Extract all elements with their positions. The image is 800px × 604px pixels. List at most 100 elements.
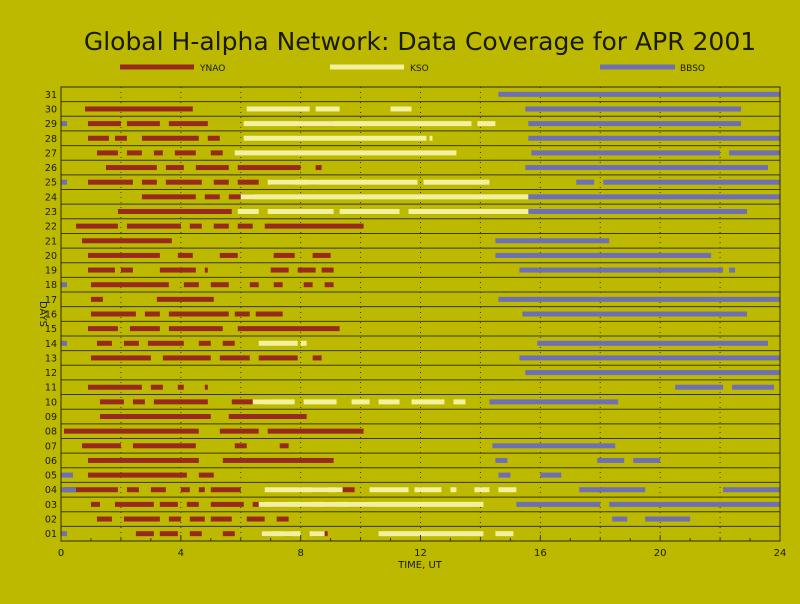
coverage-bar-kso — [390, 106, 412, 112]
coverage-bar-ynao — [210, 150, 223, 156]
coverage-bar-ynao — [168, 516, 181, 522]
coverage-bar-ynao — [150, 384, 163, 390]
coverage-bar-ynao — [237, 326, 340, 332]
coverage-bar-ynao — [270, 267, 289, 273]
coverage-bar-ynao — [141, 179, 157, 185]
coverage-bar-ynao — [87, 267, 115, 273]
coverage-bar-ynao — [159, 267, 196, 273]
coverage-bar-ynao — [147, 340, 184, 346]
legend: YNAO KSO BBSO — [120, 64, 705, 74]
y-tick-label: 28 — [45, 134, 57, 145]
coverage-bar-ynao — [195, 165, 229, 171]
coverage-bar-ynao — [75, 223, 118, 229]
y-tick-label: 13 — [45, 353, 57, 364]
y-tick-label: 07 — [45, 441, 57, 452]
x-axis-ticks: 0 4 8 12 16 20 24 — [58, 535, 786, 559]
coverage-bar-bbso — [609, 501, 780, 507]
coverage-bar-bbso — [495, 252, 712, 258]
coverage-bar-ynao — [90, 296, 103, 302]
x-tick-label: 0 — [58, 548, 64, 559]
coverage-bar-ynao — [141, 135, 199, 141]
coverage-bar-ynao — [207, 135, 220, 141]
y-tick-label: 25 — [45, 178, 57, 189]
y-tick-label: 09 — [45, 412, 57, 423]
coverage-bar-kso — [378, 399, 400, 405]
coverage-bar-ynao — [81, 238, 172, 244]
coverage-bar-kso — [429, 135, 433, 141]
coverage-bar-kso — [264, 487, 343, 493]
coverage-bar-bbso — [579, 487, 646, 493]
coverage-bar-kso — [309, 531, 325, 537]
coverage-bar-ynao — [303, 282, 313, 288]
coverage-bar-ynao — [237, 179, 259, 185]
coverage-bar-ynao — [87, 252, 160, 258]
y-tick-label: 01 — [45, 529, 57, 540]
coverage-bar-ynao — [90, 282, 169, 288]
y-tick-label: 15 — [45, 324, 57, 335]
coverage-bar-bbso — [732, 384, 775, 390]
legend-swatch-ynao — [120, 64, 194, 70]
coverage-bar-ynao — [237, 165, 301, 171]
coverage-bar-ynao — [126, 223, 181, 229]
coverage-bar-ynao — [276, 516, 289, 522]
y-tick-label: 11 — [45, 383, 57, 394]
coverage-bars — [61, 91, 780, 537]
coverage-bar-ynao — [81, 443, 121, 449]
coverage-bar-ynao — [219, 428, 259, 434]
coverage-bar-bbso — [528, 194, 780, 200]
coverage-bar-bbso — [528, 208, 748, 214]
y-tick-label: 27 — [45, 148, 57, 159]
coverage-bar-kso — [234, 150, 457, 156]
coverage-bar-bbso — [519, 355, 780, 361]
coverage-bar-ynao — [90, 501, 100, 507]
coverage-bar-ynao — [87, 384, 142, 390]
coverage-bar-bbso — [597, 457, 625, 463]
coverage-bar-kso — [408, 208, 562, 214]
grid — [61, 86, 780, 542]
coverage-bar-kso — [243, 135, 427, 141]
coverage-bar-kso — [369, 487, 409, 493]
coverage-bar-kso — [474, 487, 490, 493]
coverage-bar-ynao — [312, 355, 322, 361]
coverage-bar-bbso — [495, 238, 610, 244]
coverage-bar-ynao — [198, 340, 211, 346]
y-tick-label: 08 — [45, 427, 57, 438]
y-tick-label: 31 — [45, 90, 57, 101]
coverage-bar-bbso — [540, 472, 562, 478]
y-tick-label: 19 — [45, 266, 57, 277]
x-tick-label: 20 — [654, 548, 667, 559]
coverage-bar-ynao — [105, 165, 157, 171]
coverage-bar-ynao — [177, 252, 193, 258]
x-tick-label: 12 — [414, 548, 427, 559]
coverage-bar-ynao — [135, 531, 154, 537]
coverage-bar-kso — [240, 194, 529, 200]
coverage-bar-ynao — [324, 282, 334, 288]
coverage-bar-kso — [246, 106, 310, 112]
coverage-bar-ynao — [177, 384, 184, 390]
coverage-bar-ynao — [87, 135, 109, 141]
coverage-bar-ynao — [168, 326, 223, 332]
coverage-bar-kso — [450, 487, 457, 493]
y-tick-label: 22 — [45, 222, 57, 233]
coverage-bar-ynao — [87, 179, 133, 185]
coverage-bar-bbso — [498, 296, 780, 302]
coverage-bar-ynao — [210, 516, 232, 522]
coverage-bar-bbso — [612, 516, 628, 522]
coverage-bar-ynao — [87, 457, 199, 463]
coverage-bar-ynao — [213, 179, 229, 185]
coverage-bar-ynao — [165, 179, 202, 185]
coverage-bar-bbso — [498, 91, 780, 97]
coverage-bar-kso — [351, 399, 370, 405]
coverage-bar-bbso — [61, 340, 67, 346]
coverage-bar-bbso — [61, 282, 67, 288]
coverage-bar-ynao — [63, 487, 118, 493]
coverage-bar-kso — [411, 399, 445, 405]
coverage-bar-ynao — [156, 296, 214, 302]
coverage-bar-kso — [378, 531, 484, 537]
coverage-bar-ynao — [132, 399, 145, 405]
coverage-bar-ynao — [96, 340, 112, 346]
legend-label-bbso: BBSO — [680, 64, 705, 74]
coverage-bar-ynao — [168, 121, 208, 127]
x-axis-label: TIME, UT — [397, 560, 443, 571]
coverage-bar-ynao — [222, 340, 235, 346]
